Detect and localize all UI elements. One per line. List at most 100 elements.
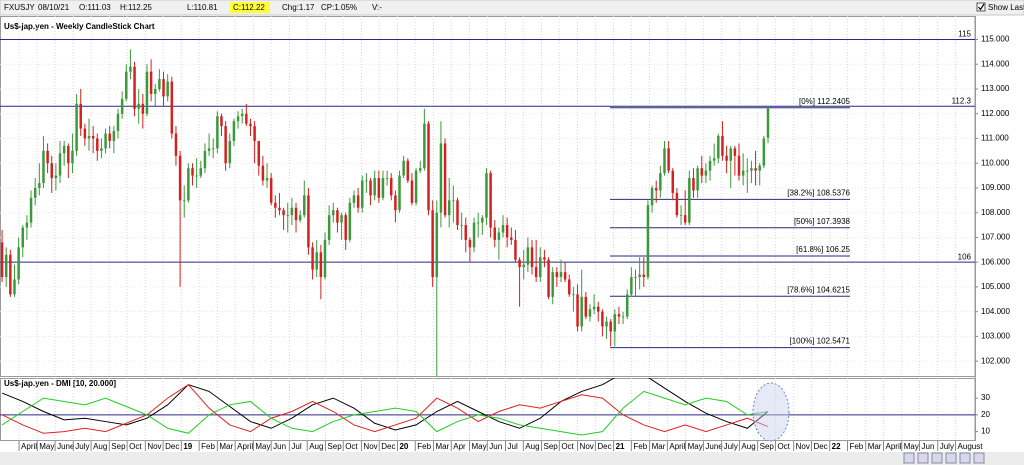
scroll-end-button[interactable] <box>973 452 985 464</box>
candle-body <box>245 113 248 124</box>
y-tick-label: 111.000 <box>981 134 1009 143</box>
x-tick-label: April <box>886 442 902 451</box>
x-tick-label: April <box>669 442 685 451</box>
scroll-button[interactable] <box>903 452 915 464</box>
candle-body <box>356 195 360 208</box>
candle-body <box>576 294 579 327</box>
candle-body <box>551 272 554 297</box>
candle-body <box>373 178 376 196</box>
candle-body <box>269 178 273 203</box>
x-tick-label: April <box>21 442 37 451</box>
candle-body <box>158 79 161 89</box>
candle-body <box>688 178 691 223</box>
fibonacci-label: [61.8%] 106.25 <box>796 245 850 254</box>
horizontal-line-label: 115 <box>958 30 971 39</box>
candle-body <box>555 272 559 278</box>
candle-body <box>534 267 538 278</box>
y-tick-label: 108.000 <box>981 208 1010 217</box>
x-tick-label: Apr <box>453 442 466 451</box>
candle-body <box>489 173 492 228</box>
x-tick-label: July <box>940 442 954 451</box>
candle-body <box>452 200 455 202</box>
candle-body <box>584 296 588 317</box>
candle-body <box>543 257 546 260</box>
candle-body <box>50 163 53 179</box>
x-tick-label: Feb <box>633 442 647 451</box>
zoom-in-button[interactable] <box>917 452 929 464</box>
candle-body <box>638 274 641 278</box>
candle-body <box>654 187 658 191</box>
scroll-right-button[interactable] <box>959 452 971 464</box>
candle-body <box>332 210 335 216</box>
x-tick-label: Mar <box>868 442 882 451</box>
candle-body <box>547 259 550 297</box>
volume: V:- <box>372 3 382 12</box>
candle-body <box>427 123 430 211</box>
candle-body <box>365 180 368 182</box>
highlight-ellipse <box>752 382 790 442</box>
candle-body <box>344 215 347 240</box>
dmi-line <box>1 390 769 436</box>
candle-body <box>203 150 207 169</box>
candle-body <box>505 225 509 238</box>
candle-body <box>4 254 8 278</box>
candle-body <box>166 81 169 97</box>
candle-body <box>195 175 198 177</box>
candle-body <box>141 103 145 114</box>
y-tick-label: 30 <box>981 393 990 402</box>
x-tick-label: Jun <box>489 442 502 451</box>
x-tick-label: Dec <box>813 442 827 451</box>
candle-body <box>580 296 583 327</box>
x-tick-label: Oct <box>129 442 142 451</box>
candle-body <box>294 207 298 221</box>
zoom-out-button[interactable] <box>931 452 943 464</box>
candle-body <box>447 200 451 216</box>
x-tick-label: Mar <box>652 442 666 451</box>
x-tick-label: May <box>39 442 54 451</box>
fibonacci-label: [0%] 112.2405 <box>799 97 851 106</box>
candle-body <box>617 314 621 317</box>
candle-body <box>265 178 269 181</box>
candle-body <box>33 187 37 198</box>
candle-body <box>597 306 600 312</box>
candle-body <box>650 187 654 206</box>
show-last-label[interactable]: Show Last <box>988 3 1024 12</box>
fibonacci-label: [78.6%] 104.6215 <box>787 285 850 294</box>
candle-body <box>199 168 203 176</box>
x-tick-label: Aug <box>93 442 107 451</box>
x-tick-label: Dec <box>165 442 179 451</box>
x-tick-label: June <box>57 442 75 451</box>
horizontal-line-label: 112.3 <box>952 96 972 105</box>
candle-body <box>257 140 260 166</box>
candle-body <box>137 103 140 109</box>
change: Chg:1.17 <box>282 3 315 12</box>
x-tick-label: 22 <box>832 442 841 451</box>
fibonacci-label: [38.2%] 108.5376 <box>787 189 850 198</box>
candle-body <box>369 180 372 196</box>
candle-body <box>125 71 128 99</box>
candle-body <box>307 195 310 248</box>
y-tick-label: 102.000 <box>981 356 1010 365</box>
scroll-left-button[interactable] <box>945 452 957 464</box>
x-tick-label: Feb <box>849 442 863 451</box>
candle-body <box>679 215 683 216</box>
x-tick-label: 20 <box>399 442 408 451</box>
candle-body <box>0 242 4 278</box>
candle-body <box>96 138 99 151</box>
candle-body <box>472 222 476 248</box>
y-tick-label: 112.000 <box>981 109 1010 118</box>
x-tick-label: Aug <box>741 442 755 451</box>
candle-body <box>290 207 294 216</box>
candle-body <box>282 210 285 216</box>
candle-body <box>733 148 737 156</box>
candle-body <box>207 148 211 151</box>
candle-body <box>750 168 753 171</box>
candle-body <box>71 150 74 164</box>
show-last-checkbox[interactable] <box>976 2 986 12</box>
dmi-line <box>1 378 769 431</box>
candle-body <box>630 277 633 295</box>
x-tick-label: Dec <box>381 442 395 451</box>
y-tick-label: 110.000 <box>981 158 1010 167</box>
price-plot <box>0 16 975 376</box>
x-tick-label: Oct <box>561 442 574 451</box>
